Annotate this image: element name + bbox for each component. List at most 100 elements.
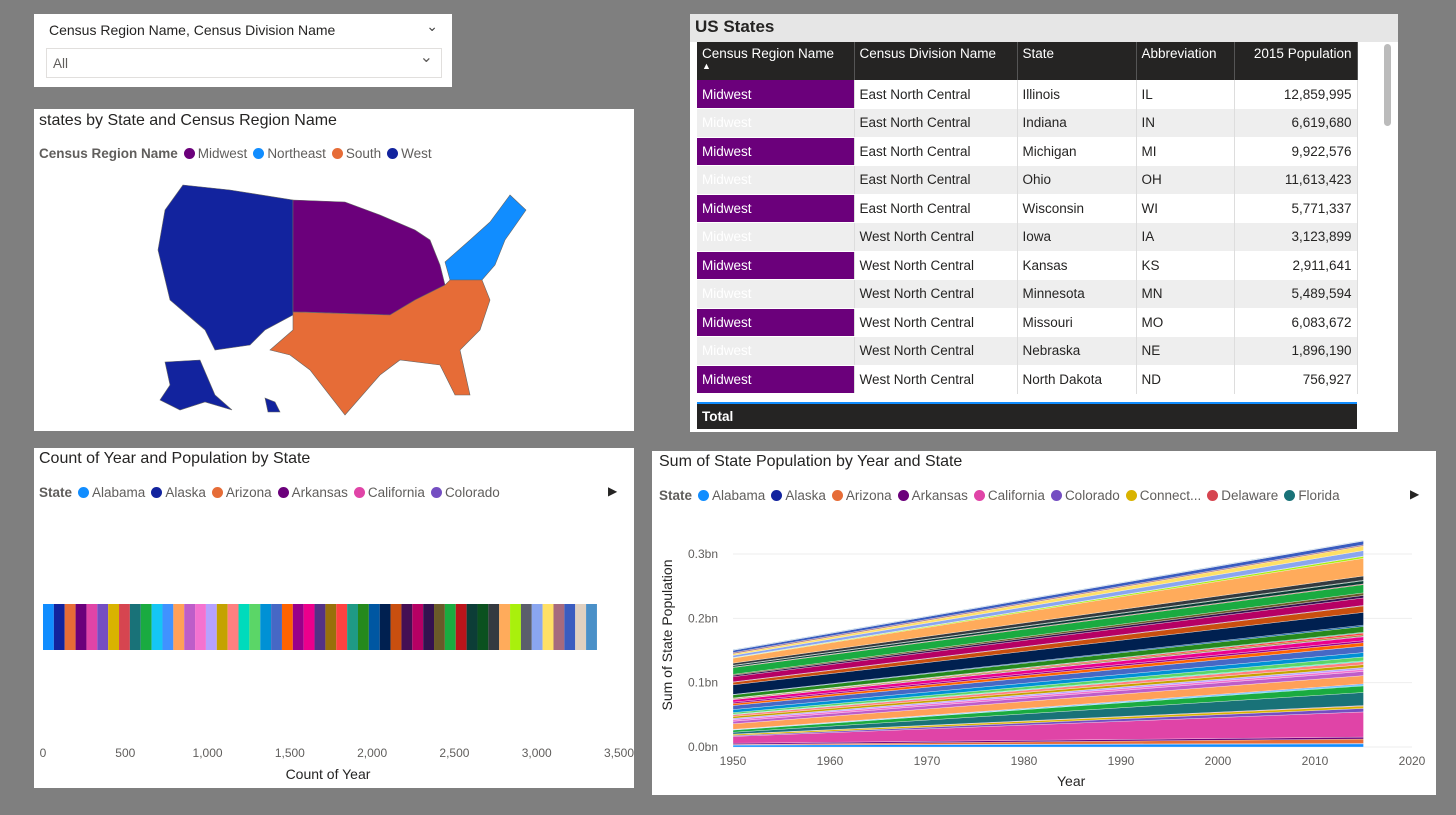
table-row[interactable]: Midwest West North Central Nebraska NE 1,896…	[697, 336, 1358, 366]
bar-segment[interactable]	[129, 604, 141, 650]
legend-item[interactable]: West	[387, 146, 432, 161]
bar-segment[interactable]	[455, 604, 467, 650]
bar-segment[interactable]	[531, 604, 543, 650]
table-row[interactable]: Midwest East North Central Indiana IN 6,619,…	[697, 108, 1358, 138]
bar-segment[interactable]	[271, 604, 282, 650]
table-row[interactable]: Midwest West North Central Iowa IA 3,123,899	[697, 222, 1358, 252]
bar-segment[interactable]	[325, 604, 337, 650]
bar-segment[interactable]	[423, 604, 435, 650]
slicer-dropdown[interactable]: All ⌄	[46, 48, 442, 78]
bar-segment[interactable]	[64, 604, 76, 650]
bar-segment[interactable]	[140, 604, 152, 650]
bar-segment[interactable]	[43, 604, 54, 650]
bar-segment[interactable]	[368, 604, 380, 650]
us-map[interactable]	[34, 109, 634, 431]
column-header[interactable]: State	[1017, 42, 1137, 80]
legend-item[interactable]: Colorado	[1050, 488, 1120, 503]
bar-segment[interactable]	[195, 604, 206, 650]
legend-next-arrow[interactable]: ▶	[608, 484, 618, 498]
table-title-bar: US States	[690, 14, 1398, 42]
vertical-scrollbar[interactable]	[1384, 44, 1391, 126]
legend-item[interactable]: Arizona	[211, 485, 272, 500]
legend-item[interactable]: Alabama	[698, 488, 765, 503]
legend-item[interactable]: Northeast	[253, 146, 326, 161]
legend-item[interactable]: Midwest	[183, 146, 247, 161]
legend-item[interactable]: Delaware	[1207, 488, 1278, 503]
table-row[interactable]: Midwest West North Central Kansas KS 2,911,6…	[697, 251, 1358, 280]
bar-segment[interactable]	[510, 604, 521, 650]
legend-item[interactable]: Florida	[1284, 488, 1340, 503]
bar-segment[interactable]	[216, 604, 228, 650]
bar-segment[interactable]	[162, 604, 174, 650]
bar-segment[interactable]	[520, 604, 532, 650]
bar-segment[interactable]	[466, 604, 478, 650]
column-header[interactable]: Census Division Name	[854, 42, 1018, 80]
bar-segment[interactable]	[205, 604, 217, 650]
bar-segment[interactable]	[303, 604, 315, 650]
bar-segment[interactable]	[477, 604, 489, 650]
bar-segment[interactable]	[281, 604, 293, 650]
bar-segment[interactable]	[499, 604, 511, 650]
bar-segment[interactable]	[151, 604, 163, 650]
table-row[interactable]: Midwest East North Central Ohio OH 11,613,42…	[697, 165, 1358, 195]
bar-segment[interactable]	[586, 604, 597, 650]
column-header[interactable]: 2015 Population	[1234, 42, 1358, 80]
table-row[interactable]: Midwest East North Central Michigan MI 9,922…	[697, 137, 1358, 166]
table-row[interactable]: Midwest West North Central Minnesota MN 5,48…	[697, 279, 1358, 309]
bar-segment[interactable]	[564, 604, 576, 650]
x-tick-label: 1960	[817, 754, 844, 768]
legend-dot	[277, 487, 289, 498]
legend-item[interactable]: Arkansas	[897, 488, 968, 503]
bar-segment[interactable]	[97, 604, 109, 650]
chevron-down-icon[interactable]: ⌄	[426, 18, 438, 34]
bar-segment[interactable]	[314, 604, 326, 650]
bar-segment[interactable]	[401, 604, 413, 650]
bar-segment[interactable]	[227, 604, 239, 650]
bar-segment[interactable]	[260, 604, 272, 650]
bar-segment[interactable]	[357, 604, 369, 650]
bar-segment[interactable]	[488, 604, 500, 650]
bar-segment[interactable]	[292, 604, 304, 650]
legend-item[interactable]: California	[353, 485, 425, 500]
bar-segment[interactable]	[249, 604, 261, 650]
bar-segment[interactable]	[542, 604, 554, 650]
bar-segment[interactable]	[379, 604, 391, 650]
area-series[interactable]	[732, 540, 1364, 651]
bar-segment[interactable]	[173, 604, 185, 650]
table-cell: 5,771,337	[1234, 194, 1358, 223]
bar-segment[interactable]	[347, 604, 358, 650]
legend-item[interactable]: Arkansas	[277, 485, 348, 500]
legend-item[interactable]: Alaska	[771, 488, 826, 503]
table-row[interactable]: Midwest East North Central Wisconsin WI 5,77…	[697, 194, 1358, 223]
bar-segment[interactable]	[119, 604, 130, 650]
bar-segment[interactable]	[412, 604, 424, 650]
legend-dot	[1207, 490, 1219, 501]
legend-item[interactable]: Arizona	[831, 488, 892, 503]
legend-item[interactable]: California	[973, 488, 1045, 503]
legend-item[interactable]: Alaska	[151, 485, 206, 500]
bar-segment[interactable]	[336, 604, 348, 650]
bar-segment[interactable]	[575, 604, 587, 650]
column-header[interactable]: Census Region Name ▲	[697, 42, 855, 80]
legend-item[interactable]: Colorado	[430, 485, 500, 500]
legend-next-arrow[interactable]: ▶	[1410, 487, 1420, 501]
column-header[interactable]: Abbreviation	[1136, 42, 1235, 80]
bar-segment[interactable]	[553, 604, 565, 650]
bar-segment[interactable]	[86, 604, 98, 650]
bar-segment[interactable]	[434, 604, 445, 650]
bar-segment[interactable]	[390, 604, 402, 650]
bar-segment[interactable]	[108, 604, 120, 650]
bar-segment[interactable]	[238, 604, 250, 650]
bar-segment[interactable]	[53, 604, 65, 650]
legend-item[interactable]: South	[331, 146, 381, 161]
legend-item[interactable]: Alabama	[78, 485, 145, 500]
bar-segment[interactable]	[444, 604, 456, 650]
table-row[interactable]: Midwest West North Central Missouri MO 6,083…	[697, 308, 1358, 337]
table-row[interactable]: Midwest West North Central North Dakota ND 7…	[697, 365, 1358, 394]
map-legend: Census Region Name Midwest Northeast Sou…	[39, 146, 432, 161]
table-row[interactable]: Midwest East North Central Illinois IL 12,85…	[697, 80, 1358, 109]
bar-segment[interactable]	[184, 604, 196, 650]
legend-item[interactable]: Connect...	[1125, 488, 1201, 503]
bar-segment[interactable]	[75, 604, 87, 650]
legend-dot	[771, 490, 783, 501]
